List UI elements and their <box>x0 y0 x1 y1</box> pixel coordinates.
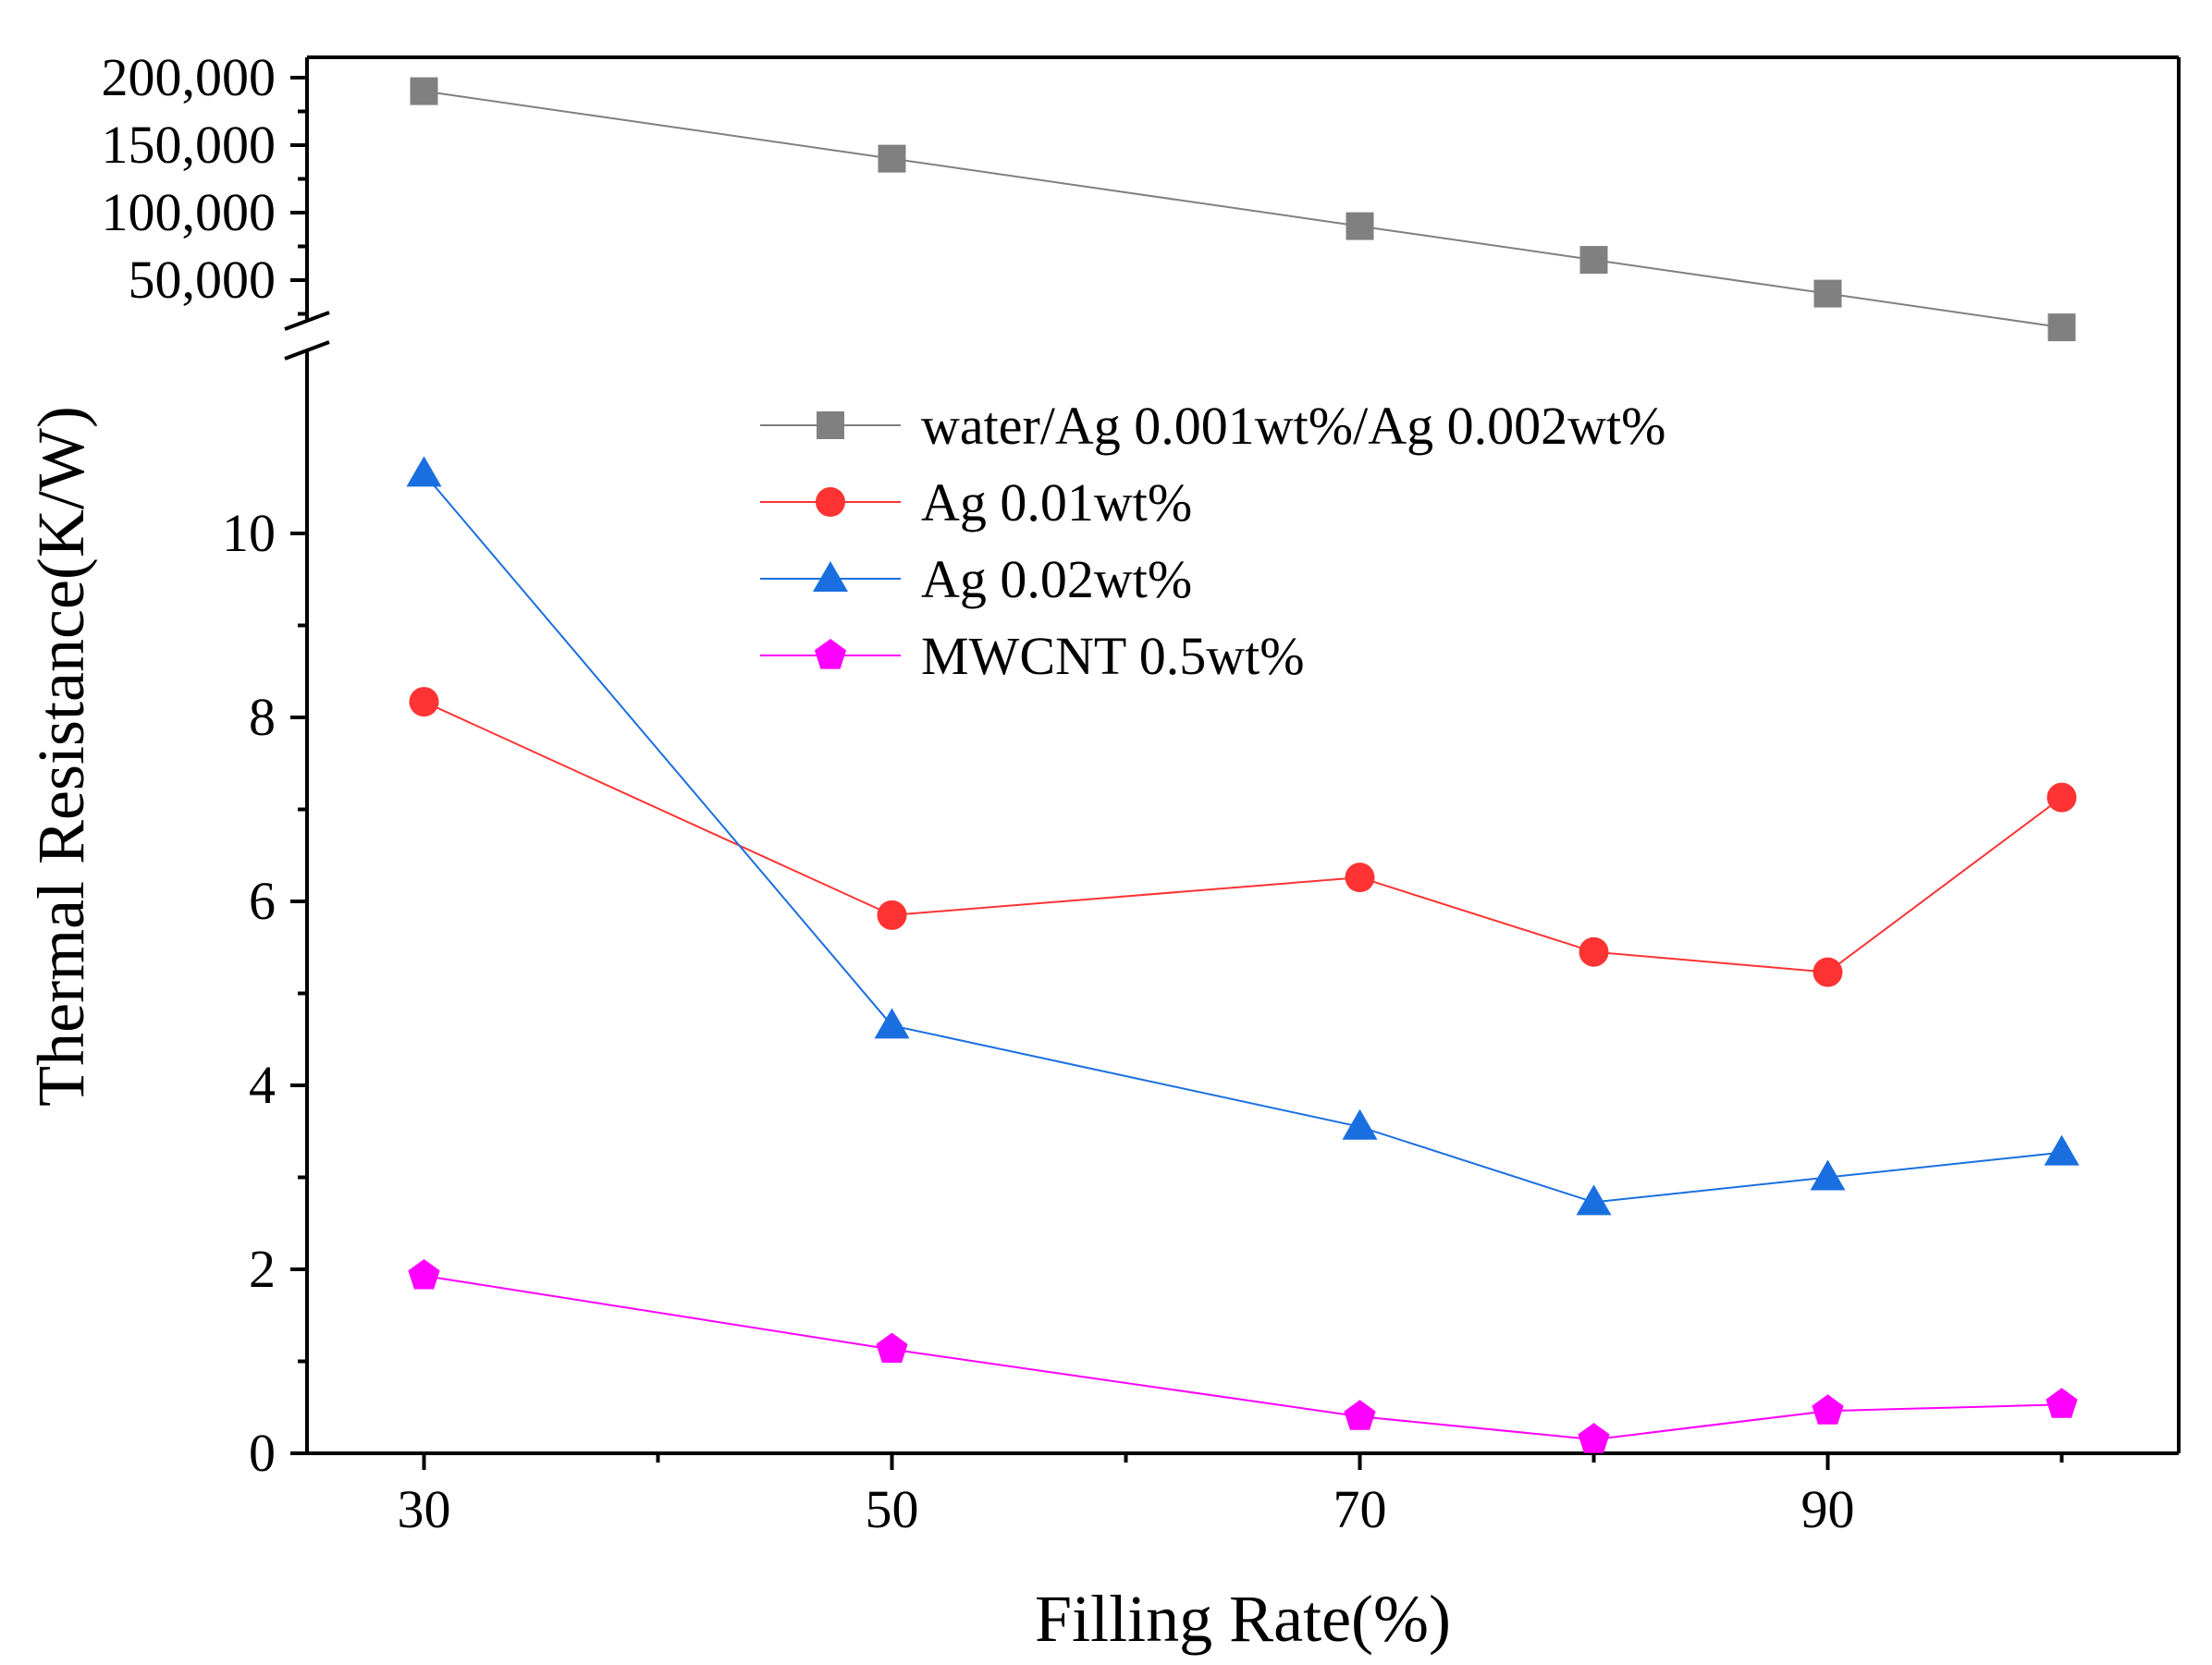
data-point <box>406 456 442 487</box>
x-axis-label: Filling Rate(%) <box>1035 1582 1451 1656</box>
data-point <box>1342 1108 1378 1140</box>
data-point <box>1345 863 1375 893</box>
axis-break-mark-upper <box>284 311 330 331</box>
y-axis-label: Thermal Resistance(K/W) <box>24 406 98 1107</box>
y-tick-label: 100,000 <box>102 182 276 242</box>
x-tick-label: 70 <box>1333 1479 1387 1539</box>
data-point <box>2044 1134 2080 1166</box>
axis-break-marks <box>284 311 330 361</box>
y-tick-label: 200,000 <box>102 47 276 107</box>
y-tick-label: 4 <box>249 1055 276 1115</box>
series-line-2 <box>423 472 2062 1204</box>
y-tick-label: 6 <box>249 871 276 931</box>
data-point <box>1344 1400 1376 1430</box>
y-axis-ticks: 0 2 4 6 8 10 50,000 100,000 150,000 200,000 <box>102 47 307 1483</box>
series-markers <box>406 77 2080 1453</box>
axis-break-mark-lower <box>284 340 330 361</box>
series-lines <box>423 90 2063 1441</box>
x-tick-label: 50 <box>866 1479 919 1539</box>
data-point <box>878 144 906 173</box>
series-line-1 <box>424 701 2063 973</box>
y-tick-label: 2 <box>249 1239 276 1299</box>
y-tick-label: 10 <box>222 503 276 563</box>
data-point <box>1579 246 1608 275</box>
data-point <box>1576 1184 1612 1216</box>
data-point <box>876 1332 908 1364</box>
legend-marker <box>814 639 847 669</box>
legend-marker <box>817 411 844 439</box>
data-point <box>1812 1394 1844 1425</box>
data-point <box>1813 279 1842 308</box>
y-tick-label: 50,000 <box>129 250 276 310</box>
x-tick-label: 30 <box>398 1479 451 1539</box>
data-point <box>1810 1159 1846 1191</box>
data-point <box>1813 957 1843 987</box>
legend-marker <box>813 561 848 592</box>
data-point <box>2046 782 2077 813</box>
series-line-0 <box>424 90 2062 329</box>
legend-label: Ag 0.01wt% <box>921 472 1192 533</box>
legend-label: MWCNT 0.5wt% <box>921 626 1305 686</box>
legend-marker <box>816 487 845 517</box>
data-point <box>2046 1388 2078 1418</box>
legend-label: water/Ag 0.001wt%/Ag 0.002wt% <box>921 396 1665 456</box>
data-point <box>874 1008 910 1039</box>
data-point <box>408 1259 440 1290</box>
y-tick-label: 150,000 <box>102 115 276 175</box>
data-point <box>1579 937 1609 967</box>
x-tick-label: 90 <box>1801 1479 1855 1539</box>
x-axis-ticks: 30 50 70 90 <box>398 1453 2064 1539</box>
data-point <box>877 900 907 930</box>
plot-frame <box>305 55 2181 1455</box>
legend-label: Ag 0.02wt% <box>921 549 1192 609</box>
data-point <box>2047 313 2076 342</box>
series-line-3 <box>424 1275 2062 1441</box>
legend: water/Ag 0.001wt%/Ag 0.002wt% Ag 0.01wt% A… <box>760 396 1665 686</box>
y-tick-label: 8 <box>249 687 276 747</box>
y-tick-label: 0 <box>249 1423 276 1483</box>
data-point <box>410 77 438 105</box>
data-point <box>1346 212 1374 240</box>
data-point <box>1578 1423 1610 1453</box>
data-point <box>409 687 439 717</box>
